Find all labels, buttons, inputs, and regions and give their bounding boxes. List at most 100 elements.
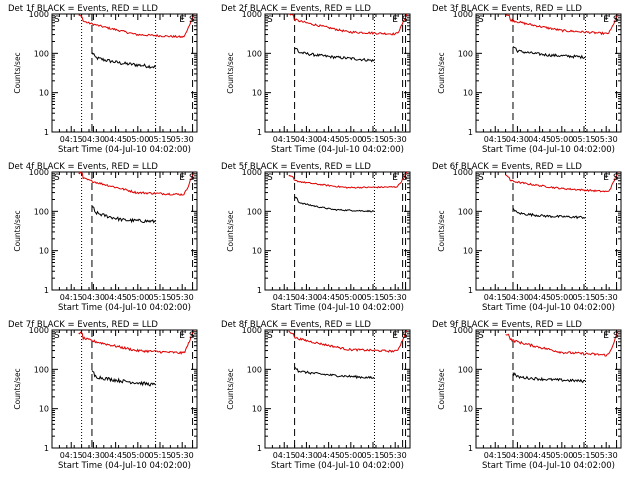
x-axis-label: Start Time (04-Jul-10 04:02:00) bbox=[271, 145, 404, 155]
marker-s: S bbox=[478, 331, 484, 341]
x-tick-label: 04:45 bbox=[104, 135, 127, 144]
y-tick-label: 1 bbox=[468, 128, 473, 137]
x-axis-label: Start Time (04-Jul-10 04:02:00) bbox=[482, 145, 615, 155]
y-tick-label: 1000 bbox=[29, 168, 49, 177]
panel-det-6: Det 6f BLACK = Events, RED = LLD 1 10 100 10… bbox=[432, 162, 622, 313]
marker-s: S bbox=[267, 173, 273, 183]
x-tick-label: 04:30 bbox=[295, 135, 318, 144]
y-tick-label: 10 bbox=[252, 247, 262, 256]
x-tick-label: 04:30 bbox=[295, 451, 318, 460]
series-lld bbox=[505, 171, 619, 193]
y-axis-label: Counts/sec bbox=[13, 210, 22, 251]
y-tick-label: 100 bbox=[34, 365, 49, 374]
x-tick-label: 05:30 bbox=[595, 135, 618, 144]
series-lld bbox=[288, 13, 408, 36]
series-events bbox=[294, 47, 375, 63]
y-axis-label: Counts/sec bbox=[13, 52, 22, 93]
y-tick-label: 1000 bbox=[453, 326, 473, 335]
marker-s: S bbox=[402, 15, 408, 25]
x-axis-label: Start Time (04-Jul-10 04:02:00) bbox=[58, 461, 191, 471]
x-tick-label: 04:15 bbox=[60, 293, 83, 302]
series-events bbox=[512, 207, 586, 220]
x-tick-label: 05:30 bbox=[595, 293, 618, 302]
series-lld bbox=[288, 330, 408, 353]
y-tick-label: 1000 bbox=[453, 10, 473, 19]
marker-s: S bbox=[613, 15, 619, 25]
x-tick-label: 04:15 bbox=[484, 451, 507, 460]
y-tick-label: 10 bbox=[463, 247, 473, 256]
x-tick-label: 05:00 bbox=[550, 293, 573, 302]
x-tick-label: 04:30 bbox=[82, 451, 105, 460]
y-tick-label: 10 bbox=[39, 405, 49, 414]
series-events bbox=[91, 370, 157, 387]
plot-frame bbox=[264, 329, 411, 449]
x-tick-label: 05:00 bbox=[550, 451, 573, 460]
panel-det-2: Det 2f BLACK = Events, RED = LLD 1 10 100 10… bbox=[221, 4, 411, 155]
y-tick-label: 1 bbox=[468, 444, 473, 453]
plot-frame bbox=[51, 171, 198, 291]
x-tick-label: 04:45 bbox=[104, 293, 127, 302]
y-axis-label: Counts/sec bbox=[226, 210, 235, 251]
marker-s: S bbox=[267, 331, 273, 341]
marker-e: E bbox=[392, 15, 398, 25]
series-events bbox=[512, 46, 586, 60]
y-tick-label: 1000 bbox=[242, 10, 262, 19]
y-tick-label: 100 bbox=[247, 49, 262, 58]
x-tick-label: 05:00 bbox=[126, 293, 149, 302]
y-axis-label: Counts/sec bbox=[437, 368, 446, 409]
marker-s: S bbox=[54, 331, 60, 341]
x-axis-label: Start Time (04-Jul-10 04:02:00) bbox=[58, 145, 191, 155]
panel-det-1: Det 1f BLACK = Events, RED = LLD 1 10 100 10… bbox=[8, 4, 198, 155]
x-tick-label: 04:45 bbox=[528, 451, 551, 460]
x-tick-label: 04:45 bbox=[104, 451, 127, 460]
panel-title: Det 1f BLACK = Events, RED = LLD bbox=[8, 4, 158, 14]
x-tick-label: 05:30 bbox=[384, 135, 407, 144]
marker-s: S bbox=[478, 173, 484, 183]
marker-e: E bbox=[603, 15, 609, 25]
x-tick-label: 05:30 bbox=[595, 451, 618, 460]
x-tick-label: 04:30 bbox=[295, 293, 318, 302]
panel-det-3: Det 3f BLACK = Events, RED = LLD 1 10 100 10… bbox=[432, 4, 622, 155]
x-tick-label: 04:30 bbox=[82, 135, 105, 144]
x-axis-label: Start Time (04-Jul-10 04:02:00) bbox=[271, 461, 404, 471]
x-axis-label: Start Time (04-Jul-10 04:02:00) bbox=[482, 303, 615, 313]
series-lld bbox=[505, 330, 619, 357]
y-tick-label: 1000 bbox=[29, 326, 49, 335]
x-tick-label: 04:15 bbox=[484, 293, 507, 302]
x-tick-label: 05:30 bbox=[384, 451, 407, 460]
y-tick-label: 1 bbox=[44, 286, 49, 295]
panel-title: Det 7f BLACK = Events, RED = LLD bbox=[8, 320, 158, 330]
x-tick-label: 04:30 bbox=[506, 135, 529, 144]
series-lld bbox=[505, 13, 619, 36]
x-axis-label: Start Time (04-Jul-10 04:02:00) bbox=[482, 461, 615, 471]
y-tick-label: 100 bbox=[458, 49, 473, 58]
y-tick-label: 1 bbox=[44, 444, 49, 453]
y-axis-label: Counts/sec bbox=[226, 52, 235, 93]
marker-s: S bbox=[267, 15, 273, 25]
x-tick-label: 04:45 bbox=[317, 293, 340, 302]
marker-s: S bbox=[402, 173, 408, 183]
marker-s: S bbox=[189, 173, 195, 183]
marker-s: S bbox=[478, 15, 484, 25]
series-events bbox=[294, 366, 375, 380]
series-events bbox=[91, 51, 156, 69]
panel-title: Det 8f BLACK = Events, RED = LLD bbox=[221, 320, 371, 330]
marker-s: S bbox=[402, 331, 408, 341]
series-events bbox=[512, 372, 586, 384]
marker-s: S bbox=[189, 331, 195, 341]
x-tick-label: 05:30 bbox=[171, 135, 194, 144]
plot-frame bbox=[264, 13, 411, 133]
marker-e: E bbox=[603, 173, 609, 183]
y-tick-label: 1000 bbox=[242, 168, 262, 177]
y-tick-label: 1 bbox=[257, 444, 262, 453]
x-tick-label: 05:15 bbox=[572, 135, 595, 144]
y-tick-label: 1 bbox=[257, 286, 262, 295]
plot-frame bbox=[475, 171, 622, 291]
x-tick-label: 05:15 bbox=[572, 451, 595, 460]
series-lld bbox=[78, 171, 195, 196]
y-tick-label: 100 bbox=[34, 49, 49, 58]
x-axis-label: Start Time (04-Jul-10 04:02:00) bbox=[271, 303, 404, 313]
panel-title: Det 2f BLACK = Events, RED = LLD bbox=[221, 4, 371, 14]
plot-frame bbox=[475, 13, 622, 133]
